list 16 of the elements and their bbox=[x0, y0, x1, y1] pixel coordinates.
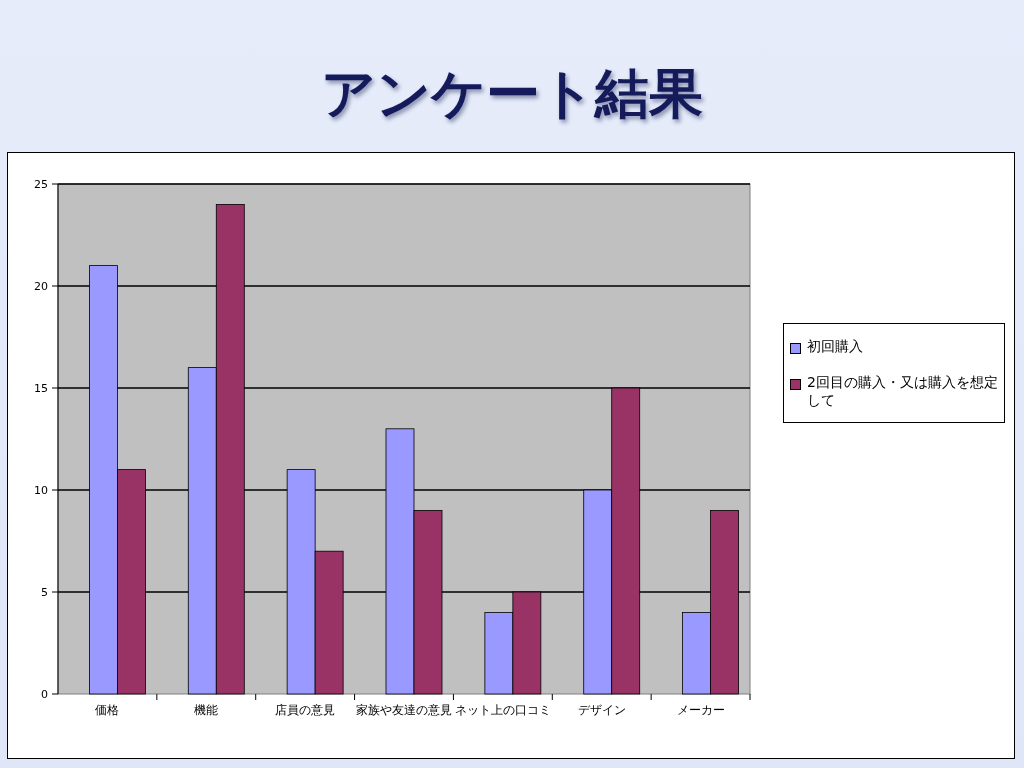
y-tick-label: 15 bbox=[34, 382, 48, 395]
y-tick-label: 5 bbox=[41, 586, 48, 599]
x-tick-label: 価格 bbox=[95, 703, 120, 717]
x-tick-label: 機能 bbox=[194, 703, 219, 717]
x-tick-label: 店員の意見 bbox=[275, 703, 336, 717]
chart-title: アンケート結果 bbox=[320, 61, 704, 127]
y-tick-label: 10 bbox=[34, 484, 48, 497]
y-tick-label: 0 bbox=[41, 688, 48, 701]
x-tick-label: 家族や友達の意見 bbox=[356, 703, 452, 717]
legend-label: 初回購入 bbox=[807, 338, 863, 356]
x-tick-label: ネット上の口コミ bbox=[454, 703, 551, 717]
legend-label: 2回目の購入・又は購入を想定して bbox=[807, 374, 998, 410]
y-tick-label: 20 bbox=[34, 280, 48, 293]
x-tick-label: デザイン bbox=[577, 703, 626, 717]
x-tick-label: メーカー bbox=[676, 703, 725, 717]
y-tick-label: 25 bbox=[34, 178, 48, 191]
